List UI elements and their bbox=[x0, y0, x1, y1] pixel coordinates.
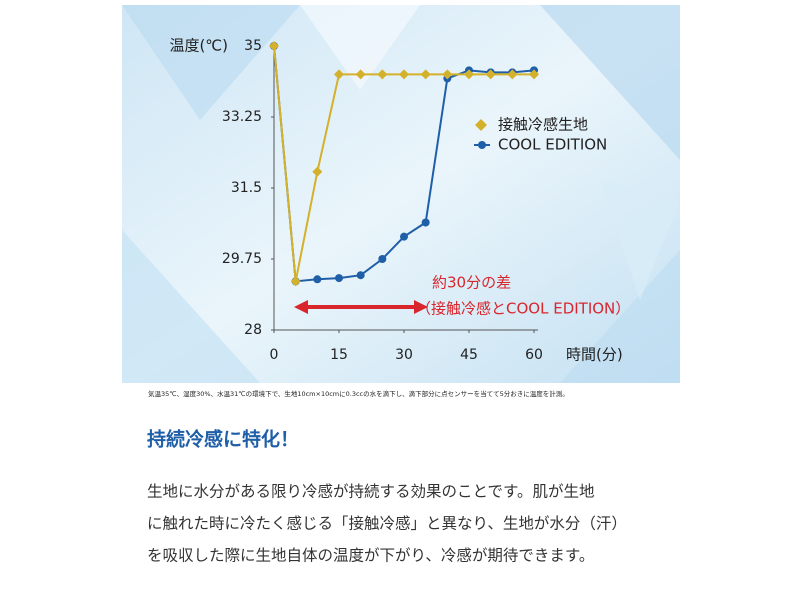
legend-label: 接触冷感生地 bbox=[498, 116, 588, 134]
body-line: を吸収した際に生地自体の温度が下がり、冷感が期待できます。 bbox=[147, 547, 594, 565]
marker bbox=[356, 271, 365, 280]
chart-background bbox=[122, 5, 680, 383]
marker bbox=[400, 232, 408, 241]
marker bbox=[355, 69, 366, 80]
marker bbox=[377, 69, 388, 80]
body-line: に触れた時に冷たく感じる「接触冷感」と異なり、生地が水分（汗） bbox=[147, 515, 627, 533]
x-axis-label: 時間(分) bbox=[566, 346, 623, 364]
y-tick-label: 29.75 bbox=[222, 251, 262, 267]
marker bbox=[334, 69, 344, 80]
y-tick-label: 33.25 bbox=[222, 109, 262, 125]
legend-marker bbox=[475, 119, 487, 131]
annotation: （接触冷感とCOOL EDITION） bbox=[416, 300, 630, 318]
x-tick-label: 60 bbox=[525, 347, 543, 363]
marker bbox=[485, 69, 496, 80]
y-tick-label: 31.5 bbox=[231, 180, 262, 196]
y-tick-label: 28 bbox=[244, 322, 262, 338]
y-axis-label: 温度(℃) bbox=[169, 37, 228, 55]
marker bbox=[335, 274, 343, 283]
x-tick-label: 30 bbox=[395, 347, 413, 363]
y-tick-label: 35 bbox=[244, 38, 262, 54]
marker bbox=[312, 166, 323, 177]
marker bbox=[442, 69, 453, 80]
marker bbox=[507, 69, 518, 80]
gap-arrow bbox=[294, 300, 428, 314]
marker bbox=[421, 218, 430, 227]
marker bbox=[269, 41, 279, 51]
marker bbox=[464, 69, 474, 80]
x-tick-label: 15 bbox=[330, 347, 348, 363]
x-tick-label: 45 bbox=[460, 347, 478, 363]
legend-marker bbox=[478, 141, 486, 149]
marker bbox=[529, 69, 539, 80]
x-tick-label: 0 bbox=[270, 347, 279, 363]
marker bbox=[313, 275, 322, 284]
footnote: 気温35℃、湿度30%、水温31℃の環境下で、生地10cm×10cmに0.3cc… bbox=[148, 389, 569, 398]
plot: 28 29.75 31.5 33.25 35 0 15 30 45 60 接触冷感生地 COOL ED… bbox=[222, 38, 607, 363]
heading: 持続冷感に特化！ bbox=[147, 428, 299, 451]
annotation: 約30分の差 bbox=[432, 274, 511, 292]
marker bbox=[378, 255, 387, 263]
marker bbox=[399, 69, 409, 80]
legend-label: COOL EDITION bbox=[498, 136, 607, 154]
marker bbox=[420, 69, 431, 80]
body-line: 生地に水分がある限り冷感が持続する効果のことです。肌が生地 bbox=[147, 483, 595, 501]
marker bbox=[290, 276, 301, 287]
